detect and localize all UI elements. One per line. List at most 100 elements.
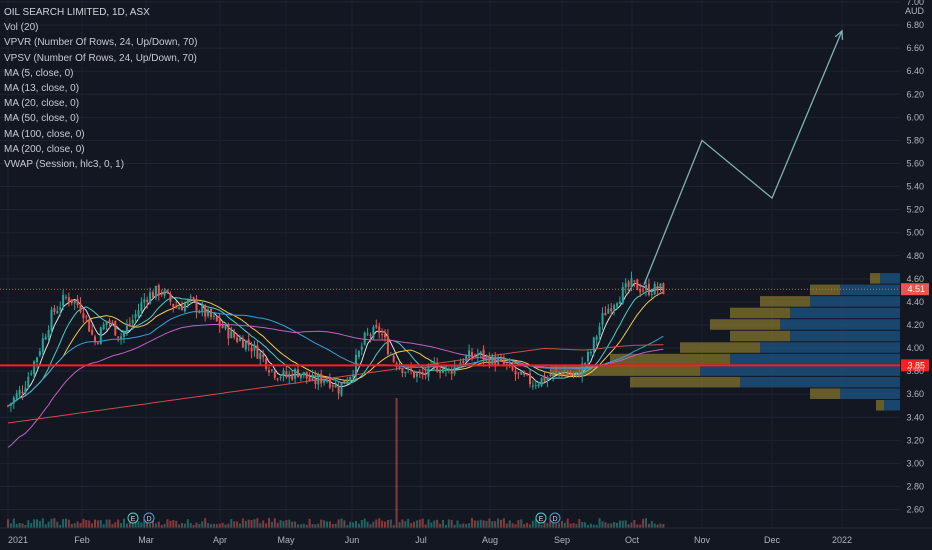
candle-body bbox=[9, 403, 12, 406]
y-tick-label: 5.00 bbox=[906, 228, 924, 238]
symbol-title[interactable]: OIL SEARCH LIMITED, 1D, ASX bbox=[4, 7, 150, 18]
candle-body bbox=[299, 374, 302, 379]
vp-down-bar bbox=[550, 365, 700, 376]
x-tick-label: 2022 bbox=[832, 535, 852, 545]
volume-bar bbox=[166, 519, 169, 528]
candle-body bbox=[343, 380, 346, 384]
volume-bar bbox=[471, 518, 473, 528]
volume-bar bbox=[514, 524, 517, 528]
volume-bar bbox=[27, 520, 30, 528]
candle-body bbox=[189, 296, 192, 298]
volume-bar bbox=[491, 521, 494, 528]
x-tick-label: Jul bbox=[415, 535, 427, 545]
volume-bar bbox=[294, 521, 297, 528]
volume-profile bbox=[550, 273, 900, 411]
volume-bar bbox=[146, 521, 149, 528]
candle-body bbox=[369, 334, 372, 337]
volume-bar bbox=[627, 524, 630, 528]
vp-up-bar bbox=[840, 388, 900, 399]
candle-body bbox=[439, 370, 442, 373]
y-tick-label: 5.40 bbox=[906, 182, 924, 192]
y-tick-label: 4.00 bbox=[906, 343, 924, 353]
volume-bar bbox=[204, 518, 207, 528]
candle-body bbox=[473, 354, 476, 356]
candle-body bbox=[442, 369, 444, 373]
volume-bar bbox=[308, 518, 311, 528]
candle-body bbox=[50, 309, 53, 331]
volume-bar bbox=[546, 522, 549, 528]
candle-body bbox=[598, 326, 601, 336]
indicator-ma100[interactable]: MA (100, close, 0) bbox=[4, 128, 85, 140]
x-tick-label: Sep bbox=[554, 535, 570, 545]
volume-bar bbox=[430, 522, 433, 528]
event-marker[interactable] bbox=[535, 512, 547, 524]
volume-bar bbox=[183, 523, 186, 528]
y-tick-label: 6.20 bbox=[906, 89, 924, 99]
candle-body bbox=[633, 280, 636, 282]
volume-bar bbox=[392, 524, 395, 528]
volume-bar bbox=[131, 519, 134, 528]
indicator-vwap[interactable]: VWAP (Session, hlc3, 0, 1) bbox=[4, 159, 125, 171]
price-axis[interactable]: 2.60 2.80 3.00 3.20 3.40 3.60 3.80 4.00 4.20 4.40… bbox=[905, 0, 925, 515]
candle-body bbox=[357, 350, 360, 358]
candle-body bbox=[587, 351, 589, 362]
candle-body bbox=[381, 334, 384, 336]
volume-bar bbox=[236, 521, 239, 528]
indicator-vol[interactable]: Vol (20) bbox=[4, 22, 39, 34]
candle-body bbox=[146, 299, 149, 302]
x-tick-label: Jun bbox=[345, 535, 360, 545]
volume-bar bbox=[636, 524, 639, 528]
volume-bar bbox=[363, 518, 366, 528]
indicator-ma20[interactable]: MA (20, close, 0) bbox=[4, 98, 80, 110]
volume-bar bbox=[288, 519, 291, 528]
candle-body bbox=[601, 312, 604, 325]
volume-bar bbox=[24, 524, 27, 528]
indicator-ma5[interactable]: MA (5, close, 0) bbox=[4, 67, 74, 79]
candle-body bbox=[128, 323, 131, 325]
candle-body bbox=[569, 373, 572, 375]
candle-body bbox=[291, 373, 294, 380]
indicator-ma200[interactable]: MA (200, close, 0) bbox=[4, 143, 85, 155]
volume-bar bbox=[549, 519, 552, 528]
candle-body bbox=[282, 370, 285, 377]
projection-path[interactable] bbox=[643, 30, 843, 285]
volume-bar bbox=[334, 523, 337, 528]
volume-bar bbox=[140, 522, 143, 528]
volume-bar bbox=[79, 523, 82, 528]
candle-body bbox=[117, 336, 120, 338]
volume-bar bbox=[360, 520, 363, 528]
candle-body bbox=[566, 371, 569, 375]
volume-bar bbox=[175, 520, 178, 528]
candle-body bbox=[247, 339, 250, 346]
volume-bar bbox=[587, 524, 589, 528]
indicator-ma50[interactable]: MA (50, close, 0) bbox=[4, 113, 80, 125]
vp-down-bar bbox=[680, 342, 760, 353]
volume-bar bbox=[552, 520, 555, 528]
indicator-vpsv[interactable]: VPSV (Number Of Rows, 24, Up/Down, 70) bbox=[4, 52, 197, 64]
volume-bar bbox=[610, 523, 613, 528]
volume-bar bbox=[189, 523, 192, 528]
volume-bar bbox=[50, 518, 53, 528]
vp-up-bar bbox=[880, 273, 900, 284]
candle-body bbox=[578, 372, 581, 377]
vp-up-bar bbox=[810, 296, 900, 307]
volume-bar bbox=[41, 518, 44, 528]
candle-body bbox=[349, 376, 352, 382]
event-marker[interactable] bbox=[143, 512, 155, 524]
indicator-vpvr[interactable]: VPVR (Number Of Rows, 24, Up/Down, 70) bbox=[4, 37, 198, 49]
volume-bar bbox=[476, 520, 479, 528]
candle-body bbox=[47, 330, 50, 338]
x-tick-label: Aug bbox=[482, 535, 498, 545]
event-marker[interactable] bbox=[127, 512, 139, 524]
indicator-ma13[interactable]: MA (13, close, 0) bbox=[4, 83, 80, 95]
vp-down-bar bbox=[810, 388, 840, 399]
time-axis[interactable]: 2021 Feb Mar Apr May Jun Jul Aug Sep Oct Nov Dec 202… bbox=[0, 527, 932, 545]
event-marker[interactable] bbox=[549, 512, 561, 524]
volume-bar bbox=[172, 520, 175, 528]
candle-body bbox=[436, 363, 439, 372]
volume-bar bbox=[598, 518, 601, 528]
x-tick-label: Feb bbox=[74, 535, 90, 545]
candle-body bbox=[18, 389, 21, 395]
volume-bar bbox=[511, 523, 514, 528]
